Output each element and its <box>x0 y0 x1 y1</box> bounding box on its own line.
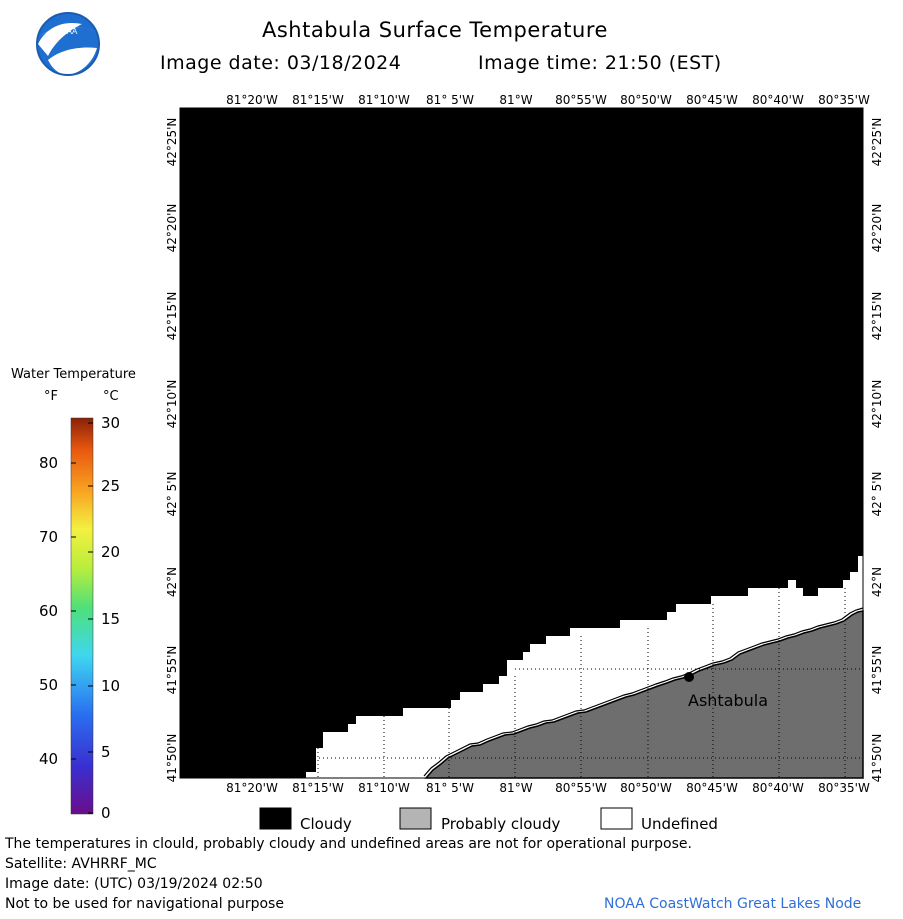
probably-cloudy-region <box>424 610 864 779</box>
lon-tick: 81°20'W <box>226 781 278 795</box>
cloudy-swatch <box>259 807 292 830</box>
lon-tick: 81° 5'W <box>426 93 474 107</box>
credit-label: NOAA CoastWatch Great Lakes Node <box>604 896 862 912</box>
legend-title: Water Temperature <box>11 367 136 382</box>
cloudy-label: Cloudy <box>300 815 352 833</box>
lon-tick: 81°15'W <box>292 93 344 107</box>
lat-tick: 41°50'N <box>165 734 179 783</box>
graticule <box>315 588 863 778</box>
lon-tick: 80°40'W <box>752 93 804 107</box>
lon-tick: 81°10'W <box>358 93 410 107</box>
lat-ticks-left: 42°25'N 42°20'N 42°15'N 42°10'N 42° 5'N … <box>165 118 179 783</box>
lon-tick: 81°15'W <box>292 781 344 795</box>
map-panel: Ashtabula <box>179 107 864 779</box>
shoreline <box>423 607 864 777</box>
utc-date: Image date: (UTC) 03/19/2024 02:50 <box>5 876 263 892</box>
lon-tick: 80°35'W <box>818 781 870 795</box>
lon-tick: 80°50'W <box>620 781 672 795</box>
c-tick: 15 <box>101 610 121 628</box>
c-tick: 5 <box>101 743 111 761</box>
unit-f: °F <box>44 389 58 404</box>
logo-text: NOAA <box>55 27 78 36</box>
lon-tick: 80°55'W <box>555 781 607 795</box>
image-time: Image time: 21:50 (EST) <box>478 52 722 74</box>
cloudy-region <box>180 108 863 778</box>
image-date: Image date: 03/18/2024 <box>160 52 402 74</box>
lat-tick: 42°15'N <box>165 292 179 341</box>
f-tick: 70 <box>39 528 59 546</box>
lon-ticks-top: 81°20'W 81°15'W 81°10'W 81° 5'W 81°W 80°… <box>226 93 870 107</box>
lat-tick: 42°25'N <box>165 118 179 167</box>
lon-tick: 80°40'W <box>752 781 804 795</box>
lon-ticks-bottom: 81°20'W 81°15'W 81°10'W 81° 5'W 81°W 80°… <box>226 781 870 795</box>
lat-tick: 42° 5'N <box>165 472 179 517</box>
c-tick: 30 <box>101 414 121 432</box>
lon-tick: 81°10'W <box>358 781 410 795</box>
lat-tick: 41°55'N <box>870 646 884 695</box>
f-tick: 50 <box>39 676 59 694</box>
lat-tick: 42°15'N <box>870 292 884 341</box>
c-tick: 10 <box>101 677 121 695</box>
c-tick: 20 <box>101 543 121 561</box>
lon-tick: 81° 5'W <box>426 781 474 795</box>
lat-tick: 42°20'N <box>165 204 179 253</box>
f-tick: 40 <box>39 750 59 768</box>
lon-tick: 81°20'W <box>226 93 278 107</box>
page-title: Ashtabula Surface Temperature <box>262 18 608 42</box>
lat-ticks-right: 42°25'N 42°20'N 42°15'N 42°10'N 42° 5'N … <box>870 118 884 783</box>
colorbar-gradient <box>70 417 94 815</box>
lat-tick: 42°N <box>165 567 179 597</box>
undefined-label: Undefined <box>641 815 718 833</box>
navigation-warning: Not to be used for navigational purpose <box>5 896 284 912</box>
lon-tick: 80°45'W <box>686 781 738 795</box>
noaa-logo: NOAA <box>36 12 100 76</box>
ashtabula-marker <box>684 672 694 682</box>
f-tick: 60 <box>39 602 59 620</box>
lon-tick: 80°35'W <box>818 93 870 107</box>
unit-c: °C <box>103 389 119 404</box>
lon-tick: 80°50'W <box>620 93 672 107</box>
lat-tick: 42°20'N <box>870 204 884 253</box>
probably-cloudy-swatch <box>399 807 432 830</box>
lat-tick: 41°50'N <box>870 734 884 783</box>
lon-tick: 80°45'W <box>686 93 738 107</box>
lat-tick: 42°N <box>870 567 884 597</box>
lat-tick: 42°10'N <box>165 380 179 429</box>
disclaimer-note: The temperatures in clould, probably clo… <box>5 836 692 852</box>
probably-cloudy-label: Probably cloudy <box>441 815 561 833</box>
lat-tick: 42° 5'N <box>870 472 884 517</box>
undefined-swatch <box>600 807 633 830</box>
lat-tick: 42°10'N <box>870 380 884 429</box>
lon-tick: 81°W <box>499 781 532 795</box>
lon-tick: 80°55'W <box>555 93 607 107</box>
temperature-colorbar <box>70 417 94 815</box>
lon-tick: 81°W <box>499 93 532 107</box>
f-tick: 80 <box>39 454 59 472</box>
satellite-info: Satellite: AVHRRF_MC <box>5 856 157 872</box>
lat-tick: 41°55'N <box>165 646 179 695</box>
ashtabula-label: Ashtabula <box>688 691 768 710</box>
c-tick: 25 <box>101 477 121 495</box>
lat-tick: 42°25'N <box>870 118 884 167</box>
c-tick: 0 <box>101 804 111 822</box>
